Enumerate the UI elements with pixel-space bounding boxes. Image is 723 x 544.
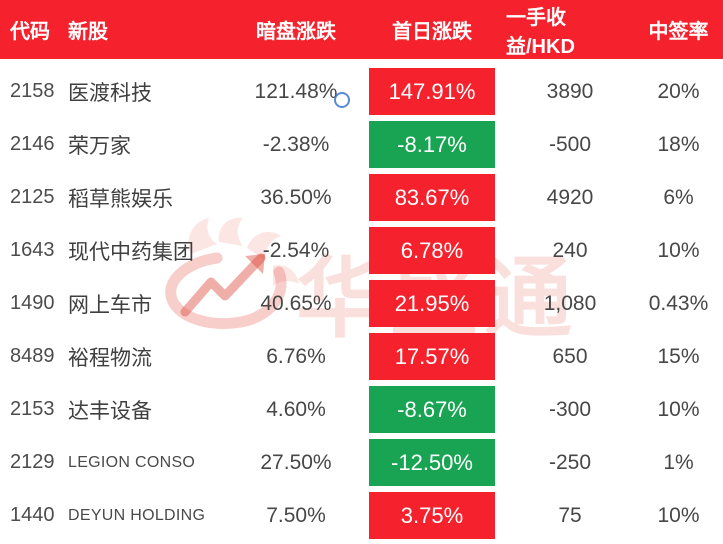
stock-code: 2129 [10, 451, 55, 473]
first-day-change-badge: -8.67% [369, 386, 495, 433]
per-lot-profit-hkd: 3890 [546, 79, 594, 103]
per-lot-profit-hkd: -250 [548, 450, 592, 474]
grey-market-change: 4.60% [266, 397, 326, 421]
table-row: 8489 裕程物流 6.76% 17.57% 650 15% [0, 330, 723, 383]
per-lot-profit-hkd: -500 [548, 132, 592, 156]
table-header: 代码 新股 暗盘涨跌 首日涨跌 一手收益/HKD 中签率 [0, 0, 723, 59]
stock-name: LEGION CONSO [68, 453, 196, 471]
first-day-change-badge: -12.50% [369, 439, 495, 486]
stock-name: 达丰设备 [68, 399, 152, 423]
header-stock: 新股 [68, 21, 108, 43]
per-lot-profit-hkd: 240 [552, 238, 588, 262]
table-row: 2146 荣万家 -2.38% -8.17% -500 18% [0, 118, 723, 171]
first-day-change-badge: -8.17% [369, 121, 495, 168]
allotment-rate: 10% [657, 503, 700, 527]
stock-code: 1440 [10, 504, 55, 526]
allotment-rate: 15% [657, 344, 700, 368]
first-day-change-badge: 6.78% [369, 227, 495, 274]
allotment-rate: 10% [657, 238, 700, 262]
stock-name: 网上车市 [68, 293, 152, 317]
header-lot-profit: 一手收益/HKD [506, 6, 575, 58]
stock-name: DEYUN HOLDING [68, 506, 206, 524]
table-row: 2158 医渡科技 121.48% 147.91% 3890 20% [0, 65, 723, 118]
allotment-rate: 18% [657, 132, 700, 156]
table-row: 2129 LEGION CONSO 27.50% -12.50% -250 1% [0, 436, 723, 489]
stock-code: 1490 [10, 292, 55, 314]
stock-name: 稻草熊娱乐 [68, 187, 173, 211]
stock-name: 现代中药集团 [68, 240, 194, 264]
grey-market-change: 36.50% [260, 185, 332, 209]
per-lot-profit-hkd: -300 [548, 397, 592, 421]
grey-market-change: 121.48% [254, 79, 338, 103]
allotment-rate: 6% [663, 185, 694, 209]
first-day-change-badge: 21.95% [369, 280, 495, 327]
stock-code: 2125 [10, 186, 55, 208]
first-day-change-badge: 17.57% [369, 333, 495, 380]
header-first-day: 首日涨跌 [392, 21, 472, 43]
table-row: 1490 网上车市 40.65% 21.95% 1,080 0.43% [0, 277, 723, 330]
header-grey-change: 暗盘涨跌 [256, 21, 336, 43]
stock-code: 2146 [10, 133, 55, 155]
stock-code: 2153 [10, 398, 55, 420]
stock-name: 荣万家 [68, 134, 131, 158]
stock-code: 8489 [10, 345, 55, 367]
stock-code: 1643 [10, 239, 55, 261]
per-lot-profit-hkd: 650 [552, 344, 588, 368]
first-day-change-badge: 3.75% [369, 492, 495, 539]
grey-market-change: -2.54% [262, 238, 330, 262]
first-day-change-badge: 83.67% [369, 174, 495, 221]
stock-name: 裕程物流 [68, 346, 152, 370]
allotment-rate: 10% [657, 397, 700, 421]
table-row: 2125 稻草熊娱乐 36.50% 83.67% 4920 6% [0, 171, 723, 224]
header-allot-rate: 中签率 [648, 21, 709, 43]
grey-market-change: 40.65% [260, 291, 332, 315]
allotment-rate: 1% [663, 450, 694, 474]
stock-code: 2158 [10, 80, 55, 102]
per-lot-profit-hkd: 75 [558, 503, 582, 527]
per-lot-profit-hkd: 4920 [546, 185, 594, 209]
allotment-rate: 20% [657, 79, 700, 103]
first-day-change-badge: 147.91% [369, 68, 495, 115]
table-row: 1440 DEYUN HOLDING 7.50% 3.75% 75 10% [0, 489, 723, 542]
grey-market-change: 6.76% [266, 344, 326, 368]
grey-market-change: 27.50% [260, 450, 332, 474]
table-row: 1643 现代中药集团 -2.54% 6.78% 240 10% [0, 224, 723, 277]
table-body: 2158 医渡科技 121.48% 147.91% 3890 20% 2146 … [0, 59, 723, 542]
grey-market-change: 7.50% [266, 503, 326, 527]
stock-name: 医渡科技 [68, 81, 152, 105]
allotment-rate: 0.43% [648, 291, 709, 315]
header-code: 代码 [10, 21, 50, 43]
table-row: 2153 达丰设备 4.60% -8.67% -300 10% [0, 383, 723, 436]
blue-circle-artifact-icon [334, 92, 350, 108]
per-lot-profit-hkd: 1,080 [543, 291, 597, 315]
grey-market-change: -2.38% [262, 132, 330, 156]
